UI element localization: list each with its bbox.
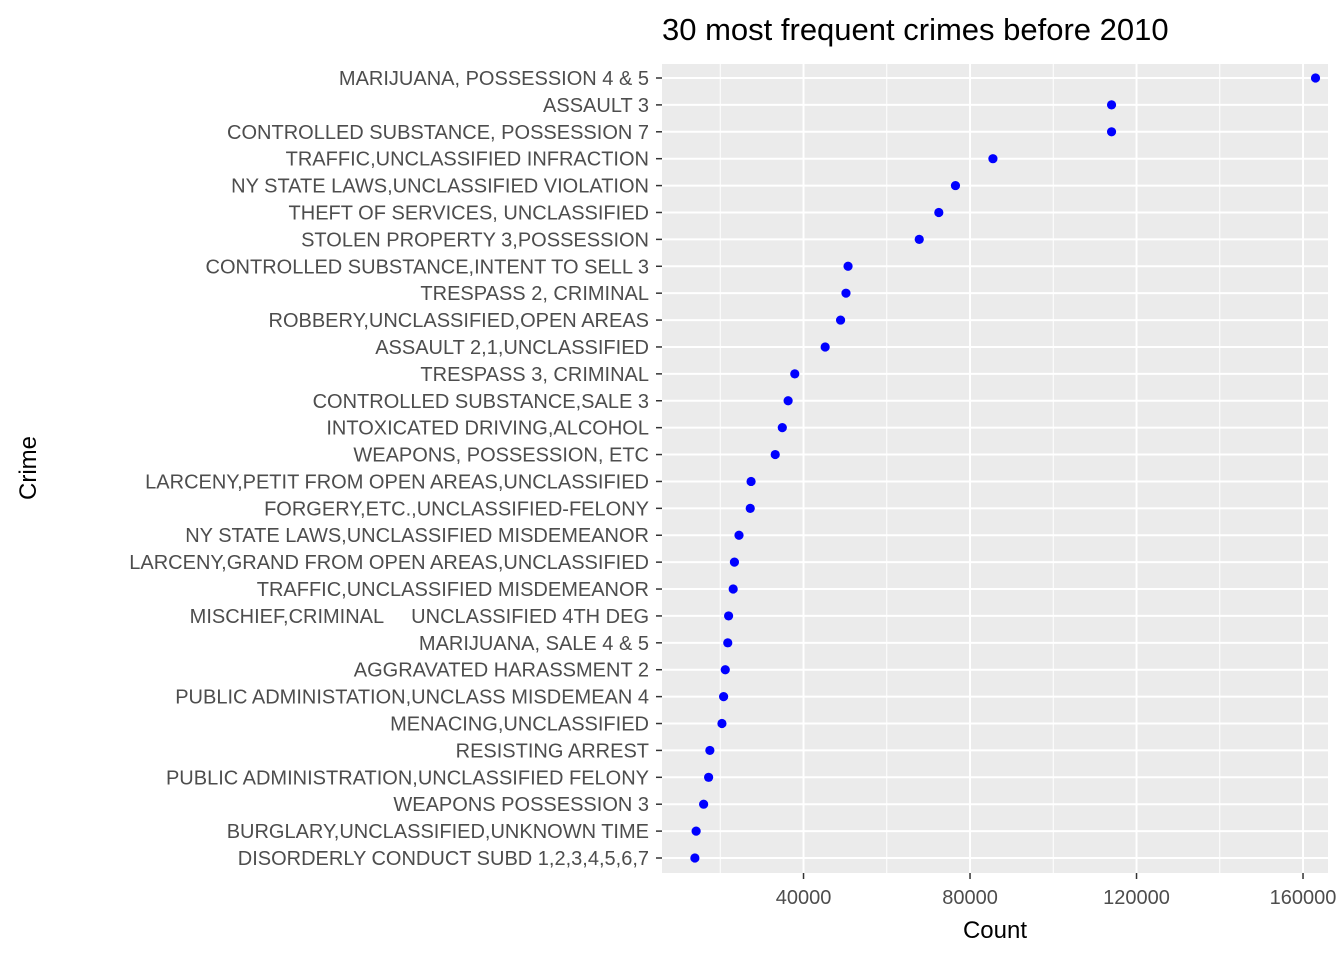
y-tick-label: MISCHIEF,CRIMINAL UNCLASSIFIED 4TH DEG (190, 606, 649, 628)
y-tick-label: ASSAULT 2,1,UNCLASSIFIED (375, 337, 649, 359)
x-tick-label: 80000 (942, 887, 998, 909)
y-axis: MARIJUANA, POSSESSION 4 & 5 ASSAULT 3 CONT… (129, 68, 662, 870)
data-point (705, 745, 715, 756)
x-tick-label: 120000 (1103, 887, 1170, 909)
data-point (934, 207, 944, 218)
data-point (729, 557, 740, 567)
y-tick-label: STOLEN PROPERTY 3,POSSESSION (301, 229, 649, 251)
y-tick-label: MARIJUANA, SALE 4 & 5 (419, 633, 649, 655)
x-axis-title: Count (963, 917, 1027, 944)
y-tick-label: ASSAULT 3 (543, 95, 649, 117)
data-point (745, 503, 755, 513)
y-tick-label: LARCENY,GRAND FROM OPEN AREAS,UNCLASSIFI… (129, 552, 649, 574)
plot-panel (662, 64, 1328, 873)
data-point (777, 423, 787, 433)
data-point (1106, 127, 1117, 137)
data-point (720, 665, 730, 675)
y-tick-label: WEAPONS POSSESSION 3 (393, 794, 649, 816)
data-point (783, 396, 793, 406)
data-point (843, 261, 853, 271)
data-point (717, 718, 727, 729)
y-tick-label: TRAFFIC,UNCLASSIFIED MISDEMEANOR (257, 579, 649, 601)
data-point (719, 692, 729, 702)
y-tick-label: BURGLARY,UNCLASSIFIED,UNKNOWN TIME (227, 821, 649, 843)
data-point (1310, 73, 1321, 83)
y-tick-label: CONTROLLED SUBSTANCE,INTENT TO SELL 3 (206, 256, 649, 278)
data-point (835, 315, 846, 325)
x-tick-label: 40000 (776, 887, 832, 909)
y-tick-label: DISORDERLY CONDUCT SUBD 1,2,3,4,5,6,7 (238, 848, 649, 870)
data-point (704, 772, 714, 782)
data-point (820, 342, 830, 352)
y-tick-label: ROBBERY,UNCLASSIFIED,OPEN AREAS (269, 310, 650, 332)
y-tick-label: PUBLIC ADMINISTRATION,UNCLASSIFIED FELON… (166, 767, 649, 789)
data-point (723, 638, 733, 648)
y-tick-label: NY STATE LAWS,UNCLASSIFIED VIOLATION (231, 176, 649, 198)
y-tick-label: CONTROLLED SUBSTANCE,SALE 3 (313, 391, 649, 413)
data-point (724, 611, 734, 621)
data-points (690, 73, 1321, 863)
data-point (1106, 100, 1117, 110)
data-point (728, 584, 738, 594)
data-point (690, 853, 700, 863)
y-axis-title: Crime (15, 436, 42, 500)
y-tick-label: WEAPONS, POSSESSION, ETC (353, 445, 649, 467)
y-tick-label: PUBLIC ADMINISTATION,UNCLASS MISDEMEAN 4 (175, 687, 649, 709)
data-point (950, 180, 961, 191)
y-tick-label: TRESPASS 2, CRIMINAL (420, 283, 649, 305)
y-tick-label: MARIJUANA, POSSESSION 4 & 5 (339, 68, 649, 90)
y-tick-label: AGGRAVATED HARASSMENT 2 (354, 660, 649, 682)
data-point (770, 449, 780, 460)
y-tick-label: RESISTING ARREST (456, 740, 649, 762)
data-point (988, 154, 998, 164)
y-tick-label: TRAFFIC,UNCLASSIFIED INFRACTION (286, 149, 649, 171)
y-tick-label: NY STATE LAWS,UNCLASSIFIED MISDEMEANOR (185, 525, 649, 547)
data-point (734, 530, 744, 540)
data-point (746, 476, 756, 487)
y-tick-label: TRESPASS 3, CRIMINAL (420, 364, 649, 386)
x-tick-label: 160000 (1270, 887, 1337, 909)
data-point (691, 826, 701, 836)
data-point (790, 369, 800, 379)
y-tick-label: FORGERY,ETC.,UNCLASSIFIED-FELONY (264, 498, 649, 520)
grid-minor (719, 64, 1221, 873)
data-point (914, 234, 924, 244)
y-tick-label: INTOXICATED DRIVING,ALCOHOL (326, 418, 649, 440)
y-tick-label: LARCENY,PETIT FROM OPEN AREAS,UNCLASSIFI… (145, 471, 649, 493)
chart-title: 30 most frequent crimes before 2010 (662, 12, 1169, 47)
grid-major (662, 64, 1328, 873)
data-point (841, 288, 851, 298)
data-point (699, 799, 709, 809)
x-axis: 40000 80000 120000 160000 (776, 873, 1337, 909)
y-tick-label: MENACING,UNCLASSIFIED (390, 714, 649, 736)
y-tick-label: THEFT OF SERVICES, UNCLASSIFIED (289, 202, 649, 224)
y-tick-label: CONTROLLED SUBSTANCE, POSSESSION 7 (227, 122, 649, 144)
